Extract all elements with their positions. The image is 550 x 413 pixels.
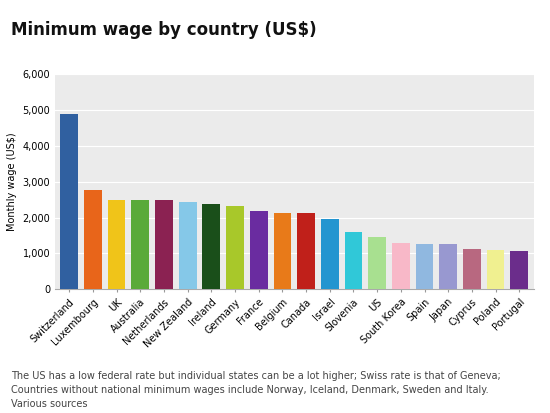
Y-axis label: Monthly wage (US$): Monthly wage (US$) [7, 133, 17, 231]
Bar [510, 251, 528, 289]
Bar [439, 244, 457, 289]
Text: The US has a low federal rate but individual states can be a lot higher; Swiss r: The US has a low federal rate but indivi… [11, 371, 500, 409]
Bar [179, 202, 196, 289]
Bar [321, 218, 339, 289]
Bar [368, 237, 386, 289]
Bar [416, 244, 433, 289]
Bar [202, 204, 220, 289]
Bar [84, 190, 102, 289]
Bar [226, 206, 244, 289]
Bar [487, 250, 504, 289]
Text: Minimum wage by country (US$): Minimum wage by country (US$) [11, 21, 317, 39]
Bar [60, 114, 78, 289]
Bar [108, 199, 125, 289]
Bar [273, 213, 292, 289]
Bar [250, 211, 268, 289]
Bar [131, 199, 149, 289]
Bar [392, 243, 410, 289]
Bar [297, 213, 315, 289]
Bar [345, 232, 362, 289]
Bar [155, 200, 173, 289]
Bar [463, 249, 481, 289]
